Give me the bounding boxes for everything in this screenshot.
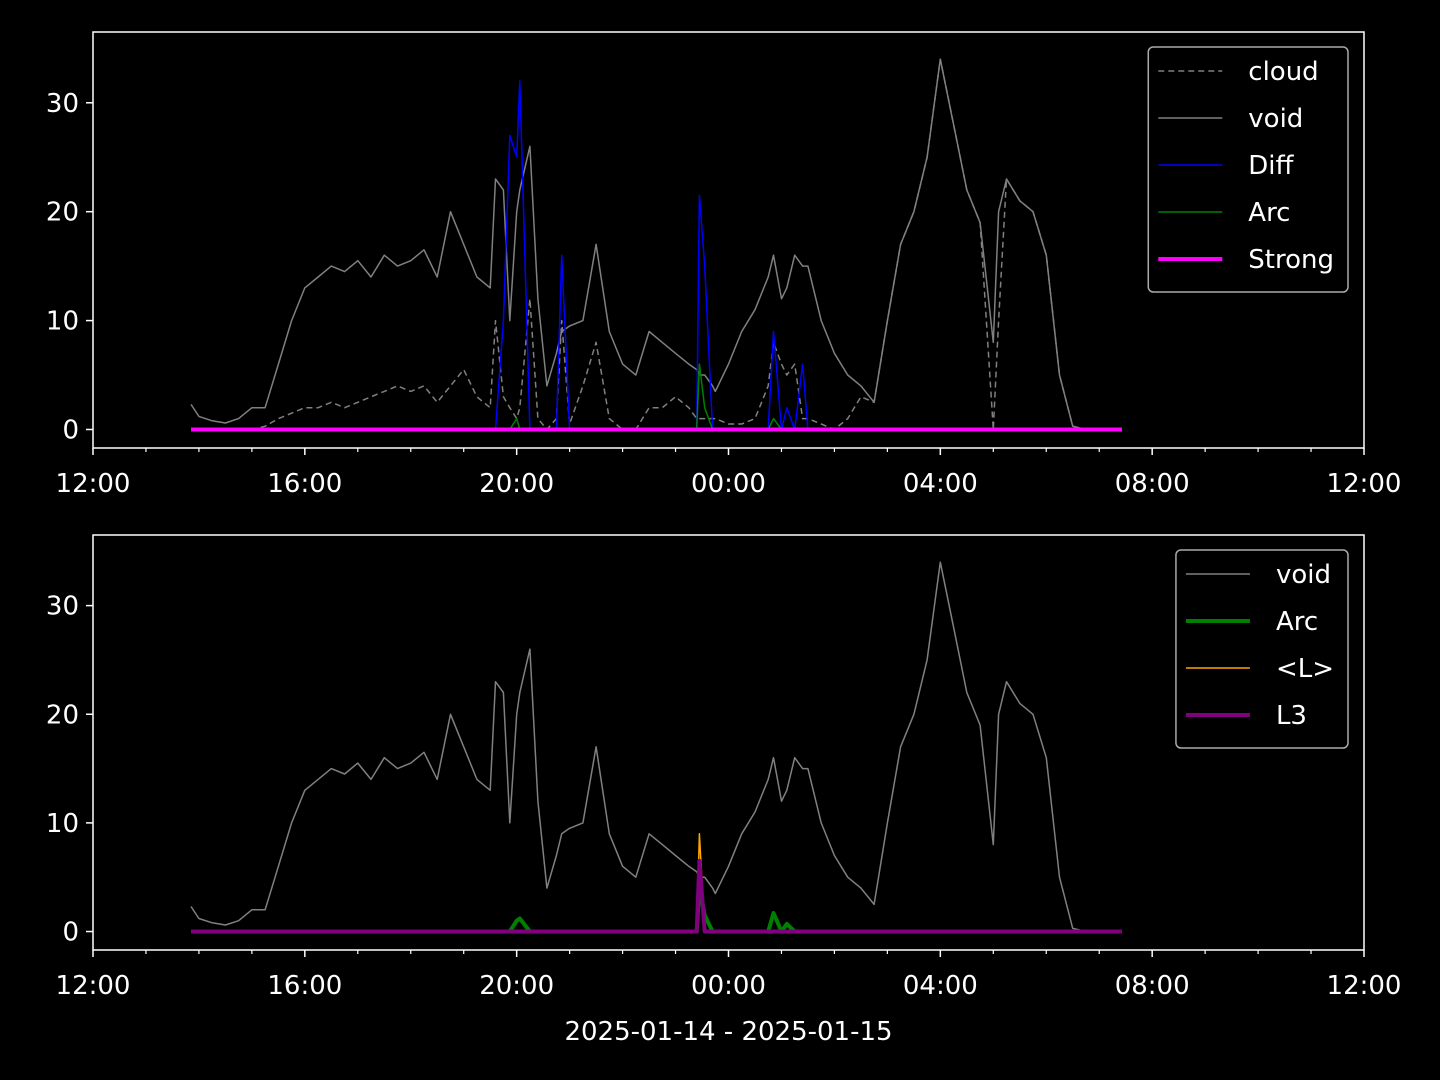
axes-frame <box>92 31 1365 449</box>
y-tick-label: 10 <box>46 809 79 839</box>
legend: cloud void Diff Arc Strong <box>1147 46 1349 293</box>
x-tick-label: 08:00 <box>1115 469 1190 499</box>
legend-label: Strong <box>1248 245 1334 275</box>
x-tick-label: 12:00 <box>1327 971 1402 1001</box>
legend-label: cloud <box>1248 57 1318 87</box>
axes: 0 10 20 30 12:00 16:00 20:00 00:00 04:00 08:00 12:… <box>46 534 1402 1047</box>
y-tick-label: 10 <box>46 307 79 337</box>
x-tick-label: 16:00 <box>267 469 342 499</box>
legend-label: void <box>1248 104 1303 134</box>
y-tick-label: 20 <box>46 198 79 228</box>
x-tick-label: 12:00 <box>56 469 131 499</box>
x-tick-label: 08:00 <box>1115 971 1190 1001</box>
series-line <box>190 58 1122 431</box>
y-tick-label: 0 <box>62 415 79 445</box>
x-tick-label: 16:00 <box>267 971 342 1001</box>
legend-box <box>1175 549 1349 749</box>
axes-frame <box>92 534 1365 951</box>
series-line <box>190 561 1122 933</box>
x-tick-label: 20:00 <box>479 971 554 1001</box>
legend-label: Arc <box>1248 198 1290 228</box>
legend-label: void <box>1276 560 1331 590</box>
legend-label: L3 <box>1276 701 1307 731</box>
x-tick-label: 00:00 <box>691 971 766 1001</box>
axes: 0 10 20 30 12:00 16:00 20:00 00:00 04:00 08:00 12:… <box>46 31 1402 499</box>
x-axis-label: 2025-01-14 - 2025-01-15 <box>564 1017 892 1047</box>
y-tick-label: 20 <box>46 700 79 730</box>
x-tick-label: 00:00 <box>691 469 766 499</box>
legend: void Arc <L> L3 <box>1175 549 1349 749</box>
legend-label: Diff <box>1248 151 1294 181</box>
y-tick-label: 30 <box>46 592 79 622</box>
legend-label: Arc <box>1276 607 1318 637</box>
legend-label: <L> <box>1276 654 1334 684</box>
legend-box <box>1147 46 1349 293</box>
x-tick-label: 20:00 <box>479 469 554 499</box>
x-tick-label: 04:00 <box>903 469 978 499</box>
x-tick-label: 12:00 <box>56 971 131 1001</box>
y-tick-label: 30 <box>46 89 79 119</box>
y-tick-label: 0 <box>62 918 79 948</box>
x-tick-label: 04:00 <box>903 971 978 1001</box>
series-line <box>191 858 1122 934</box>
x-tick-label: 12:00 <box>1327 469 1402 499</box>
